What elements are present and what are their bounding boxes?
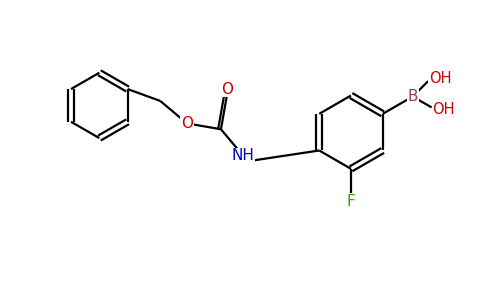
Text: O: O xyxy=(181,116,193,131)
Text: F: F xyxy=(347,194,355,208)
Text: B: B xyxy=(408,89,418,104)
Text: OH: OH xyxy=(429,70,451,86)
Text: OH: OH xyxy=(432,102,455,117)
Text: NH: NH xyxy=(232,148,255,163)
Text: O: O xyxy=(221,82,233,97)
